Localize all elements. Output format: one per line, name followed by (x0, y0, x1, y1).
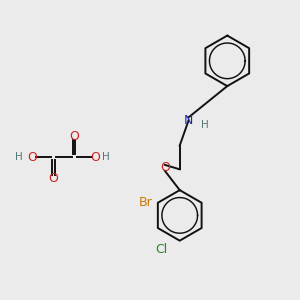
Text: O: O (160, 161, 170, 174)
Text: H: H (15, 152, 23, 162)
Text: H: H (201, 120, 209, 130)
Text: Br: Br (139, 196, 153, 209)
Text: H: H (102, 152, 110, 162)
Text: O: O (28, 151, 38, 164)
Text: O: O (90, 151, 100, 164)
Text: O: O (69, 130, 79, 143)
Text: Cl: Cl (155, 243, 167, 256)
Text: N: N (184, 114, 193, 127)
Text: O: O (49, 172, 58, 185)
